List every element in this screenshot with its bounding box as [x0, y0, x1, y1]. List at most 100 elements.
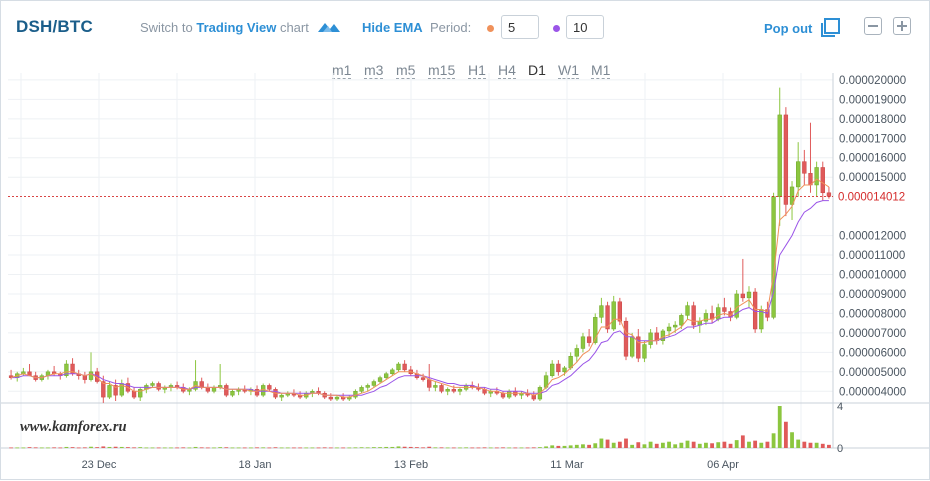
candle-body: [531, 394, 536, 400]
timeframe-d1[interactable]: D1: [528, 62, 546, 78]
timeframe-h1[interactable]: H1: [468, 62, 486, 79]
candle-body: [365, 385, 370, 388]
volume-bar: [501, 447, 505, 449]
volume-bar: [630, 444, 635, 448]
candle-body: [550, 363, 555, 376]
timeframe-w1[interactable]: W1: [558, 62, 579, 79]
y-axis-tick-label: 0.000010000: [839, 270, 906, 282]
candle-body: [396, 363, 401, 371]
candle-body: [334, 396, 340, 400]
volume-bar: [728, 443, 733, 448]
volume-bar: [378, 447, 382, 448]
volume-bar: [70, 447, 75, 448]
volume-bar: [470, 447, 475, 449]
candle-body: [796, 161, 801, 188]
volume-bar: [107, 446, 112, 448]
volume-bar: [464, 447, 469, 449]
volume-bar: [371, 447, 376, 448]
volume-bar: [82, 447, 87, 449]
volume-bar: [771, 433, 776, 448]
candle-body: [113, 385, 118, 396]
volume-bar: [740, 435, 745, 448]
y-axis-tick-label: 0.000004000: [839, 386, 906, 398]
y-axis-tick-label: 0.000018000: [839, 114, 906, 126]
timeframe-m1[interactable]: M1: [591, 62, 611, 79]
volume-bar: [796, 439, 801, 448]
volume-bar: [175, 447, 180, 449]
volume-bar: [507, 447, 512, 449]
candle-body: [101, 381, 106, 398]
volume-bar: [777, 406, 782, 448]
ema-slow-period-input[interactable]: [566, 15, 604, 39]
pop-out-button[interactable]: Pop out: [764, 21, 813, 36]
volume-bar: [519, 447, 524, 449]
popout-window-icon[interactable]: [821, 18, 840, 37]
timeframe-h4[interactable]: H4: [498, 62, 516, 79]
volume-bar: [568, 445, 573, 448]
zoom-in-button[interactable]: [893, 17, 911, 35]
candle-body: [629, 336, 635, 357]
candle-body: [445, 389, 450, 392]
candle-body: [685, 305, 690, 316]
volume-bar: [648, 441, 653, 448]
zoom-out-button[interactable]: [864, 17, 882, 35]
volume-bar: [328, 447, 333, 449]
candle-body: [82, 375, 88, 380]
timeframe-m15[interactable]: m15: [428, 62, 456, 79]
timeframe-m1[interactable]: m1: [332, 62, 352, 79]
volume-bar: [193, 446, 198, 448]
x-axis-tick-label: 23 Dec: [82, 459, 117, 471]
candle-body: [586, 336, 592, 343]
volume-bar: [236, 447, 241, 449]
volume-bar: [790, 432, 794, 448]
volume-bar: [685, 440, 690, 448]
y-axis-tick-label: 0.000019000: [839, 94, 906, 106]
candle-body: [138, 389, 143, 398]
y-axis-tick-label: 0.000020000: [839, 75, 906, 87]
candle-body: [740, 293, 745, 299]
volume-bar: [205, 447, 210, 449]
volume-bar: [574, 444, 579, 448]
trading-view-mountain-icon[interactable]: [317, 18, 341, 34]
volume-bar: [458, 447, 462, 449]
y-axis-tick-label: 0.000016000: [839, 153, 906, 165]
volume-bar: [95, 447, 100, 448]
volume-bar: [827, 444, 831, 448]
candle-body: [580, 336, 586, 349]
candle-body: [88, 371, 94, 380]
y-axis-tick-label: 0.000005000: [839, 367, 906, 379]
volume-bar: [298, 447, 302, 449]
volume-bar: [783, 421, 788, 448]
candle-body: [254, 389, 260, 396]
trading-view-link[interactable]: Trading View: [196, 20, 277, 35]
volume-bar: [593, 443, 598, 448]
volume-bar: [722, 441, 727, 448]
y-axis-tick-label: 0.000011000: [839, 250, 905, 262]
ema-fast-period-input[interactable]: [501, 15, 539, 39]
candle-body: [500, 392, 506, 398]
x-axis-tick-label: 06 Apr: [707, 459, 739, 471]
volume-tick-label: 0: [837, 443, 843, 455]
watermark: www.kamforex.ru: [20, 419, 127, 435]
x-axis-tick-label: 18 Jan: [238, 459, 271, 471]
candle-body: [420, 377, 426, 380]
volume-bar: [587, 444, 592, 448]
volume-bar: [248, 447, 253, 449]
y-axis-tick-label: 0.000009000: [839, 289, 906, 301]
volume-bar: [433, 447, 438, 449]
timeframe-m3[interactable]: m3: [364, 62, 384, 79]
volume-bar: [212, 447, 216, 449]
volume-bar: [285, 447, 290, 449]
volume-bar: [169, 447, 173, 449]
volume-bar: [704, 442, 708, 448]
candle-body: [507, 391, 512, 398]
volume-bar: [279, 447, 284, 449]
period-label: Period:: [430, 20, 472, 35]
candle-body: [353, 391, 358, 398]
candle-body: [562, 367, 567, 373]
candle-body: [328, 396, 333, 400]
candle-body: [599, 305, 604, 318]
hide-ema-button[interactable]: Hide EMA: [362, 20, 423, 35]
